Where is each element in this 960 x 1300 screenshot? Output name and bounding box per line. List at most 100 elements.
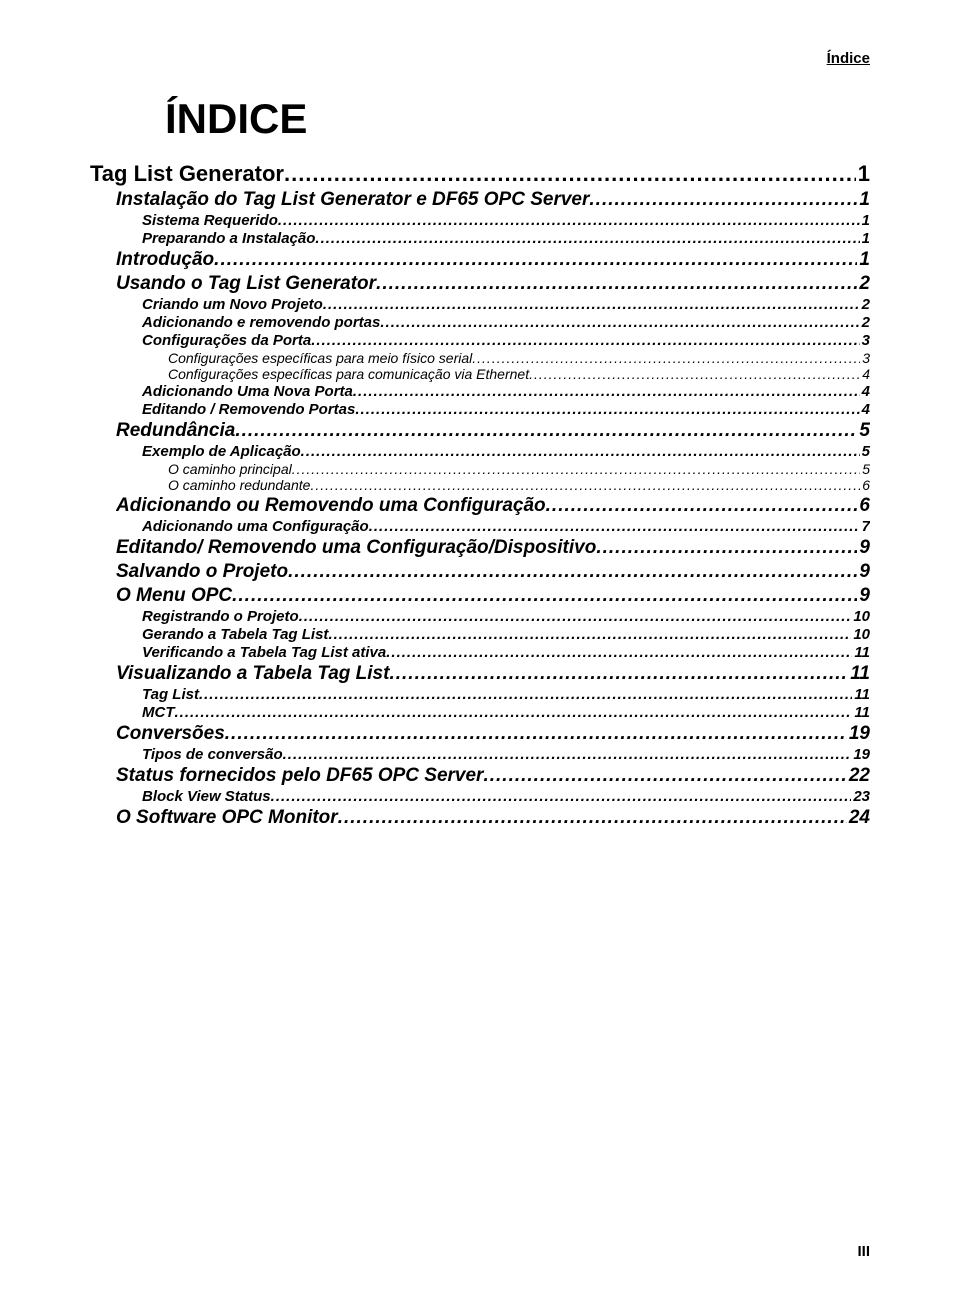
toc-entry[interactable]: Adicionando ou Removendo uma Configuraçã… — [116, 495, 870, 517]
toc-entry-label: Gerando a Tabela Tag List — [142, 626, 328, 643]
toc-entry[interactable]: Adicionando Uma Nova Porta4 — [142, 383, 870, 400]
toc-entry[interactable]: Verificando a Tabela Tag List ativa 11 — [142, 644, 870, 661]
toc-entry-label: Verificando a Tabela Tag List ativa — [142, 644, 386, 661]
toc-leader-dots — [225, 723, 847, 745]
toc-entry-page: 7 — [860, 518, 870, 535]
toc-entry-label: Adicionando Uma Nova Porta — [142, 383, 353, 400]
table-of-contents: Tag List Generator1Instalação do Tag Lis… — [90, 161, 870, 829]
page-number: III — [857, 1243, 870, 1260]
toc-entry-label: Editando / Removendo Portas — [142, 401, 355, 418]
toc-entry-label: Status fornecidos pelo DF65 OPC Server — [116, 765, 483, 787]
toc-entry-page: 10 — [851, 626, 870, 643]
toc-leader-dots — [310, 477, 860, 493]
toc-entry[interactable]: O caminho principal 5 — [168, 461, 870, 477]
toc-entry-label: Conversões — [116, 723, 225, 745]
toc-entry[interactable]: Criando um Novo Projeto2 — [142, 296, 870, 313]
toc-entry-label: Usando o Tag List Generator — [116, 273, 376, 295]
toc-entry-page: 9 — [857, 537, 870, 559]
toc-leader-dots — [301, 443, 860, 460]
toc-entry-label: Block View Status — [142, 788, 271, 805]
toc-leader-dots — [292, 461, 860, 477]
toc-entry-page: 1 — [860, 230, 870, 247]
toc-entry-label: Registrando o Projeto — [142, 608, 299, 625]
toc-entry[interactable]: Visualizando a Tabela Tag List11 — [116, 663, 870, 685]
toc-entry-label: Sistema Requerido — [142, 212, 278, 229]
toc-leader-dots — [529, 366, 860, 382]
toc-entry[interactable]: O Software OPC Monitor24 — [116, 807, 870, 829]
toc-entry[interactable]: O caminho redundante 6 — [168, 477, 870, 493]
toc-entry-page: 11 — [852, 704, 870, 721]
toc-entry-label: Tipos de conversão — [142, 746, 283, 763]
toc-entry[interactable]: Configurações específicas para comunicaç… — [168, 366, 870, 382]
toc-leader-dots — [235, 420, 857, 442]
toc-entry[interactable]: Introdução1 — [116, 249, 870, 271]
toc-leader-dots — [380, 314, 859, 331]
toc-entry-page: 19 — [851, 746, 870, 763]
toc-entry[interactable]: O Menu OPC9 — [116, 585, 870, 607]
toc-entry[interactable]: Adicionando e removendo portas2 — [142, 314, 870, 331]
toc-entry[interactable]: Adicionando uma Configuração7 — [142, 518, 870, 535]
toc-leader-dots — [311, 332, 859, 349]
toc-entry-page: 11 — [848, 663, 870, 685]
toc-entry-label: Criando um Novo Projeto — [142, 296, 323, 313]
toc-entry[interactable]: Preparando a Instalação 1 — [142, 230, 870, 247]
toc-entry-label: Tag List Generator — [90, 161, 284, 187]
toc-entry-label: Adicionando ou Removendo uma Configuraçã… — [116, 495, 546, 517]
toc-entry-page: 23 — [851, 788, 870, 805]
toc-entry-page: 22 — [847, 765, 870, 787]
toc-leader-dots — [271, 788, 852, 805]
toc-entry-page: 2 — [860, 314, 870, 331]
toc-leader-dots — [472, 350, 860, 366]
toc-entry[interactable]: Conversões 19 — [116, 723, 870, 745]
toc-entry[interactable]: Configurações específicas para meio físi… — [168, 350, 870, 366]
toc-entry-label: O caminho principal — [168, 461, 292, 477]
toc-entry[interactable]: Sistema Requerido1 — [142, 212, 870, 229]
toc-entry-label: Configurações da Porta — [142, 332, 311, 349]
toc-entry-page: 11 — [852, 644, 870, 661]
toc-leader-dots — [355, 401, 859, 418]
toc-entry[interactable]: Registrando o Projeto 10 — [142, 608, 870, 625]
toc-entry[interactable]: Instalação do Tag List Generator e DF65 … — [116, 189, 870, 211]
toc-entry-page: 10 — [851, 608, 870, 625]
toc-entry-label: O Software OPC Monitor — [116, 807, 338, 829]
toc-entry-page: 11 — [852, 686, 870, 703]
header-section-label: Índice — [90, 50, 870, 67]
toc-entry[interactable]: Gerando a Tabela Tag List 10 — [142, 626, 870, 643]
toc-entry[interactable]: MCT 11 — [142, 704, 870, 721]
toc-entry-page: 3 — [860, 332, 870, 349]
toc-leader-dots — [389, 663, 848, 685]
toc-entry[interactable]: Tipos de conversão 19 — [142, 746, 870, 763]
toc-entry[interactable]: Status fornecidos pelo DF65 OPC Server 22 — [116, 765, 870, 787]
toc-entry-label: Configurações específicas para meio físi… — [168, 350, 472, 366]
toc-entry-label: Preparando a Instalação — [142, 230, 315, 247]
page-title: ÍNDICE — [165, 95, 870, 143]
toc-entry[interactable]: Exemplo de Aplicação5 — [142, 443, 870, 460]
toc-leader-dots — [278, 212, 860, 229]
toc-entry-page: 4 — [860, 401, 870, 418]
toc-entry-page: 6 — [860, 477, 870, 493]
toc-leader-dots — [386, 644, 852, 661]
toc-entry-page: 5 — [860, 461, 870, 477]
toc-entry[interactable]: Tag List Generator 1 — [90, 161, 870, 187]
toc-entry[interactable]: Editando / Removendo Portas 4 — [142, 401, 870, 418]
toc-entry-label: Tag List — [142, 686, 199, 703]
toc-entry[interactable]: Block View Status 23 — [142, 788, 870, 805]
toc-entry[interactable]: Salvando o Projeto9 — [116, 561, 870, 583]
toc-entry[interactable]: Editando/ Removendo uma Configuração/Dis… — [116, 537, 870, 559]
toc-entry-page: 9 — [857, 585, 870, 607]
toc-leader-dots — [353, 383, 860, 400]
toc-entry-page: 1 — [856, 161, 870, 187]
toc-entry-label: Salvando o Projeto — [116, 561, 288, 583]
toc-leader-dots — [284, 161, 856, 187]
toc-entry-label: O caminho redundante — [168, 477, 310, 493]
toc-entry-page: 4 — [860, 366, 870, 382]
toc-entry[interactable]: Redundância5 — [116, 420, 870, 442]
toc-leader-dots — [596, 537, 857, 559]
toc-leader-dots — [589, 189, 857, 211]
toc-entry-page: 19 — [847, 723, 870, 745]
toc-entry[interactable]: Configurações da Porta 3 — [142, 332, 870, 349]
toc-leader-dots — [323, 296, 860, 313]
toc-entry[interactable]: Usando o Tag List Generator2 — [116, 273, 870, 295]
toc-entry-label: MCT — [142, 704, 175, 721]
toc-entry[interactable]: Tag List 11 — [142, 686, 870, 703]
